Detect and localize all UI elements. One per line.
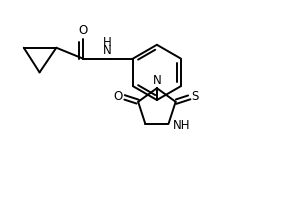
Text: S: S	[192, 90, 199, 103]
Text: NH: NH	[172, 119, 190, 132]
Text: O: O	[78, 24, 88, 37]
Text: H: H	[103, 36, 112, 49]
Text: N: N	[103, 44, 112, 57]
Text: O: O	[114, 90, 123, 103]
Text: N: N	[152, 74, 161, 87]
